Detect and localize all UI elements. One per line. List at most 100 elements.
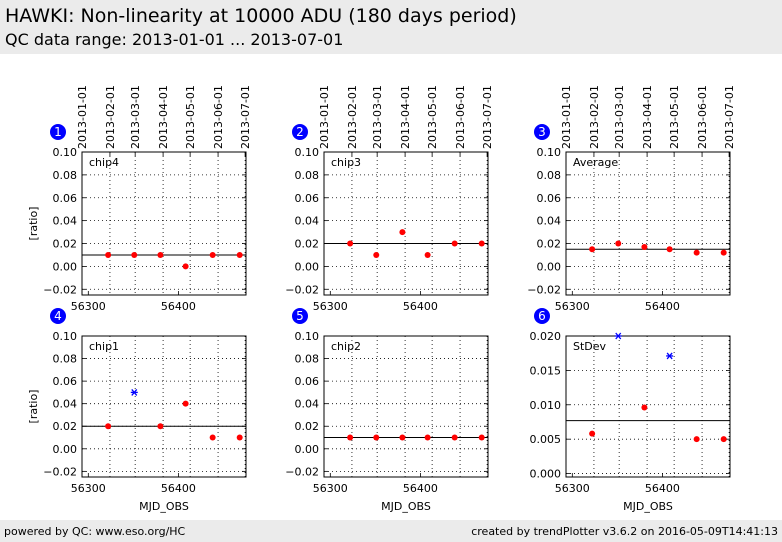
axes-frame (81, 151, 247, 296)
outlier-stroke (615, 332, 622, 340)
outlier-stroke (131, 388, 138, 396)
data-point (157, 423, 164, 430)
y-tick-label: 0.04 (295, 215, 320, 228)
panel-6 (534, 308, 731, 478)
y-tick-label: −0.02 (285, 283, 319, 296)
outlier-point (130, 388, 138, 396)
y-tick-label: 0.10 (537, 146, 562, 159)
date-tick-label: 2013-03-01 (129, 85, 142, 149)
date-tick-label: 2013-03-01 (613, 85, 626, 149)
date-tick-label: 2013-07-01 (723, 85, 736, 149)
date-tick-label: 2013-04-01 (641, 85, 654, 149)
panel-4 (50, 308, 247, 478)
y-tick-label: 0.06 (295, 375, 320, 388)
y-tick-label: 0.010 (530, 399, 562, 412)
panel-number: 3 (538, 125, 546, 139)
date-tick-label: 2013-05-01 (668, 85, 681, 149)
date-tick-label: 2013-06-01 (212, 85, 225, 149)
data-point (157, 251, 164, 258)
panel-label: chip3 (331, 156, 361, 169)
data-point (182, 263, 189, 270)
data-point (424, 434, 431, 441)
x-axis-label: MJD_OBS (623, 500, 673, 513)
y-tick-label: 0.06 (295, 192, 320, 205)
panel-label: StDev (573, 340, 607, 353)
date-tick-label: 2013-01-01 (318, 85, 331, 149)
data-point (399, 434, 406, 441)
y-tick-label: 0.10 (53, 146, 78, 159)
date-tick-label: 2013-07-01 (239, 85, 252, 149)
report-subtitle: QC data range: 2013-01-01 ... 2013-07-01 (5, 30, 344, 49)
panel-label: Average (573, 156, 618, 169)
y-tick-label: 0.04 (53, 215, 78, 228)
footer-credit: powered by QC: www.eso.org/HC (4, 525, 186, 538)
panel-number-badge (292, 308, 308, 324)
trend-plot-grid: −0.02 0.00 0.02 0.04 0.06 0.08 0.10 56300 56400 2… (27, 85, 736, 513)
data-point (236, 434, 243, 441)
y-axis-label: [ratio] (27, 207, 40, 241)
outlier-point (666, 352, 674, 360)
y-tick-label: 0.10 (53, 330, 78, 343)
date-tick-label: 2013-07-01 (481, 85, 494, 149)
axes-frame (81, 335, 247, 478)
footer-generator: created by trendPlotter v3.6.2 on 2016-0… (471, 525, 778, 538)
x-tick-label: 56300 (555, 300, 590, 313)
x-axis-label: MJD_OBS (139, 500, 189, 513)
y-tick-label: −0.02 (527, 283, 561, 296)
report-footer: powered by QC: www.eso.org/HC created by… (0, 520, 782, 542)
panel-5 (292, 308, 489, 478)
panel-1 (50, 124, 247, 296)
report-title: HAWKI: Non-linearity at 10000 ADU (180 d… (5, 5, 517, 27)
panel-number-badge (50, 124, 66, 140)
y-tick-label: −0.02 (285, 465, 319, 478)
date-tick-label: 2013-05-01 (184, 85, 197, 149)
y-tick-label: 0.08 (53, 353, 78, 366)
y-tick-label: 0.06 (53, 192, 78, 205)
x-tick-label: 56400 (161, 482, 196, 495)
date-tick-label: 2013-01-01 (560, 85, 573, 149)
data-point (399, 229, 406, 236)
y-tick-label: 0.000 (530, 468, 562, 481)
data-point (105, 423, 112, 430)
y-tick-label: 0.08 (537, 169, 562, 182)
data-point (451, 240, 458, 247)
y-tick-label: 0.04 (53, 398, 78, 411)
y-tick-label: 0.02 (295, 420, 320, 433)
y-tick-label: 0.005 (530, 433, 562, 446)
panel-number: 5 (296, 309, 304, 323)
y-tick-label: 0.02 (295, 238, 320, 251)
data-point (589, 246, 596, 253)
axes-frame (565, 151, 731, 296)
data-point (209, 251, 216, 258)
panel-label: chip4 (89, 156, 119, 169)
panel-number: 1 (54, 125, 62, 139)
panel-label: chip2 (331, 340, 361, 353)
x-axis-label: MJD_OBS (381, 500, 431, 513)
data-point (693, 436, 700, 443)
y-tick-label: −0.02 (43, 283, 77, 296)
panel-number-badge (534, 124, 550, 140)
y-tick-label: 0.015 (530, 364, 562, 377)
date-tick-label: 2013-06-01 (454, 85, 467, 149)
date-tick-label: 2013-01-01 (76, 85, 89, 149)
panel-2 (292, 124, 489, 296)
x-tick-label: 56400 (403, 482, 438, 495)
y-tick-label: 0.10 (295, 146, 320, 159)
y-tick-label: 0.00 (537, 260, 562, 273)
data-point (347, 434, 354, 441)
y-tick-label: 0.06 (53, 375, 78, 388)
axes-frame (323, 335, 489, 478)
x-tick-label: 56300 (555, 482, 590, 495)
outlier-point (614, 332, 622, 340)
x-tick-label: 56300 (71, 482, 106, 495)
data-point (209, 434, 216, 441)
y-tick-label: 0.02 (537, 238, 562, 251)
data-point (641, 243, 648, 250)
date-tick-label: 2013-03-01 (371, 85, 384, 149)
y-axis-label: [ratio] (27, 390, 40, 424)
data-point (236, 251, 243, 258)
data-point (424, 251, 431, 258)
panel-number-badge (534, 308, 550, 324)
y-tick-label: 0.00 (295, 443, 320, 456)
panel-number-badge (50, 308, 66, 324)
